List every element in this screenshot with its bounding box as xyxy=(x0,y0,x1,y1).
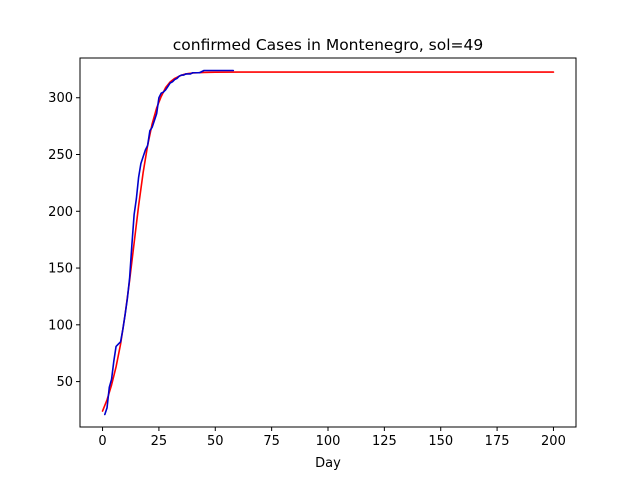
y-axis: 50 100 150 200 250 300 xyxy=(48,91,80,390)
series-line-observed xyxy=(104,69,235,416)
x-axis-label: Day xyxy=(315,456,341,471)
x-tick-label: 175 xyxy=(485,434,510,449)
x-tick-label: 25 xyxy=(151,434,168,449)
y-tick-label: 150 xyxy=(48,262,73,277)
chart-title: confirmed Cases in Montenegro, sol=49 xyxy=(173,36,484,54)
x-tick-label: 125 xyxy=(372,434,397,449)
y-tick-label: 300 xyxy=(48,91,73,106)
x-tick-label: 150 xyxy=(428,434,453,449)
x-tick-label: 200 xyxy=(541,434,566,449)
x-tick-label: 0 xyxy=(98,434,106,449)
x-tick-label: 75 xyxy=(263,434,280,449)
y-tick-label: 200 xyxy=(48,205,73,220)
y-tick-label: 50 xyxy=(56,375,73,390)
y-tick-label: 100 xyxy=(48,318,73,333)
x-tick-label: 50 xyxy=(207,434,224,449)
y-tick-label: 250 xyxy=(48,148,73,163)
x-tick-label: 100 xyxy=(316,434,341,449)
plot-area xyxy=(101,69,555,416)
x-axis: 0 25 50 75 100 125 150 175 200 xyxy=(98,427,566,449)
